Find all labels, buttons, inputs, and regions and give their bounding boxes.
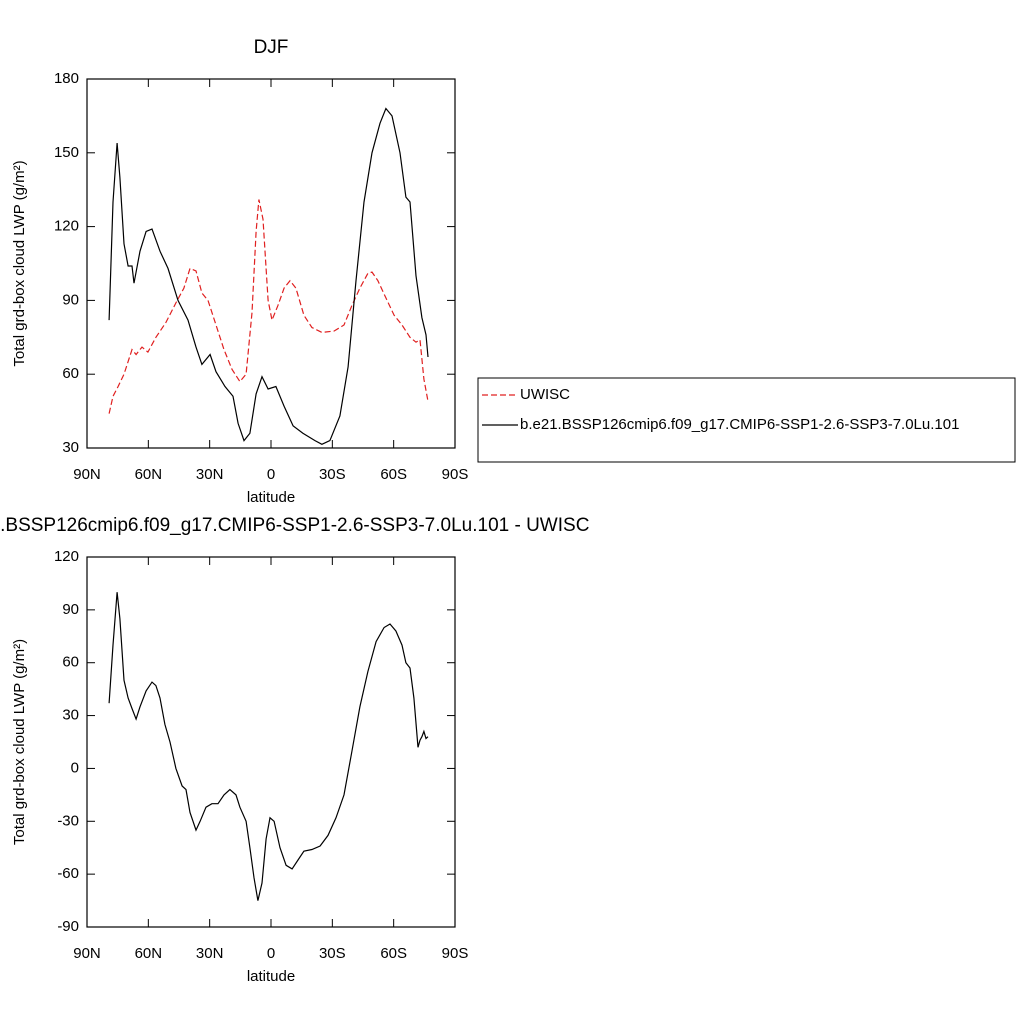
y-axis-label: Total grd-box cloud LWP (g/m²)	[11, 639, 28, 845]
chart-title: b.e21.BSSP126cmip6.f09_g17.CMIP6-SSP1-2.…	[0, 515, 589, 536]
x-axis-label: latitude	[247, 489, 295, 506]
y-tick-label: -60	[57, 865, 79, 882]
x-tick-label: 30N	[196, 466, 224, 483]
y-tick-label: 60	[62, 654, 79, 671]
x-tick-label: 90S	[442, 466, 469, 483]
x-tick-label: 90N	[73, 945, 101, 962]
plot-frame	[86, 556, 456, 928]
legend-label: b.e21.BSSP126cmip6.f09_g17.CMIP6-SSP1-2.…	[520, 416, 959, 433]
y-tick-label: 0	[71, 759, 79, 776]
x-tick-label: 60S	[380, 466, 407, 483]
x-tick-label: 60N	[135, 945, 163, 962]
x-tick-label: 30N	[196, 945, 224, 962]
y-tick-label: 120	[54, 548, 79, 565]
x-tick-label: 60N	[135, 466, 163, 483]
y-tick-label: 150	[54, 144, 79, 161]
y-tick-label: 90	[62, 291, 79, 308]
x-tick-label: 90S	[442, 945, 469, 962]
line-series	[108, 199, 429, 414]
x-tick-label: 0	[267, 466, 275, 483]
x-tick-label: 30S	[319, 466, 346, 483]
x-tick-label: 30S	[319, 945, 346, 962]
y-tick-label: 180	[54, 70, 79, 87]
x-axis-label: latitude	[247, 968, 295, 985]
y-tick-label: 30	[62, 707, 79, 724]
y-tick-label: 30	[62, 439, 79, 456]
y-tick-label: -30	[57, 812, 79, 829]
plot-frame	[86, 78, 456, 449]
legend-box	[477, 377, 1016, 463]
y-tick-label: -90	[57, 918, 79, 935]
y-tick-label: 90	[62, 601, 79, 618]
legend-label: UWISC	[520, 386, 570, 403]
x-tick-label: 60S	[380, 945, 407, 962]
chart-title: DJF	[254, 37, 289, 58]
line-series	[108, 592, 429, 901]
y-axis-label: Total grd-box cloud LWP (g/m²)	[11, 160, 28, 366]
y-tick-label: 60	[62, 365, 79, 382]
y-tick-label: 120	[54, 218, 79, 235]
x-tick-label: 90N	[73, 466, 101, 483]
line-series	[108, 107, 429, 445]
x-tick-label: 0	[267, 945, 275, 962]
